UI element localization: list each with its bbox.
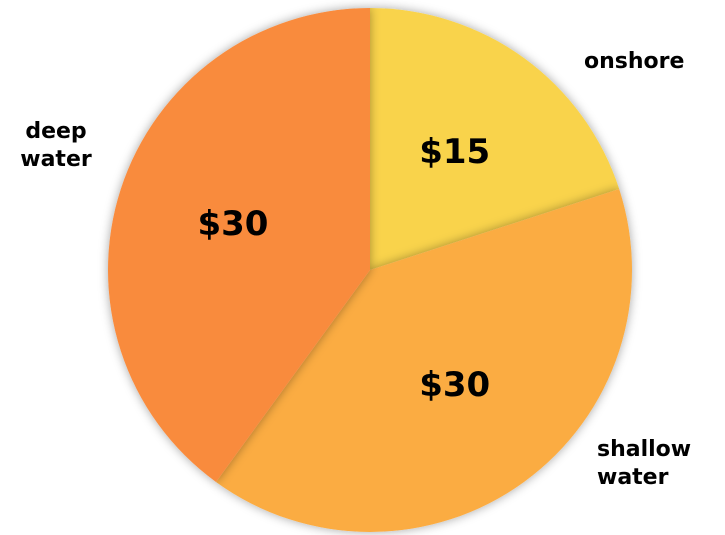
category-label: deep water <box>20 119 92 172</box>
pie-slice <box>107 8 371 482</box>
value-label: $30 <box>197 204 268 244</box>
pie-slice <box>216 189 633 533</box>
value-label: $15 <box>419 132 490 172</box>
category-label: shallow water <box>597 437 692 490</box>
value-label: $30 <box>419 365 490 405</box>
pie-slice <box>370 8 620 270</box>
category-label: onshore <box>584 49 685 74</box>
